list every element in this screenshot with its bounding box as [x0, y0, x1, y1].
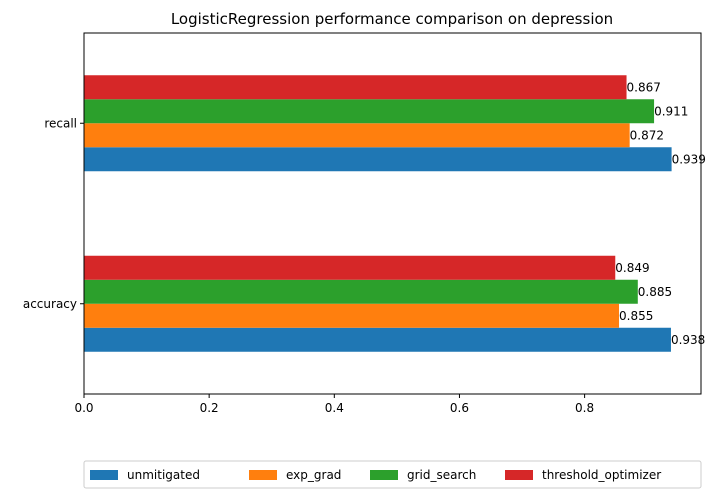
- x-tick-label-0.4: 0.4: [325, 401, 344, 415]
- x-tick-label-0.8: 0.8: [575, 401, 594, 415]
- legend-swatch-grid_search: [370, 470, 398, 480]
- data-label-unmitigated-accuracy: 0.938: [671, 333, 705, 347]
- y-tick-label-accuracy: accuracy: [23, 297, 77, 311]
- legend-swatch-unmitigated: [90, 470, 118, 480]
- y-axis: accuracy recall: [23, 116, 84, 311]
- bar-grid_search-accuracy: [84, 279, 638, 304]
- data-label-grid_search-accuracy: 0.885: [638, 285, 672, 299]
- legend-label-threshold_optimizer: threshold_optimizer: [542, 468, 661, 482]
- bar-unmitigated-recall: [84, 147, 672, 172]
- data-label-grid_search-recall: 0.911: [654, 104, 688, 118]
- legend: unmitigated exp_grad grid_search threshold_…: [83, 460, 702, 489]
- x-tick-label-0.2: 0.2: [200, 401, 219, 415]
- bar-grid_search-recall: [84, 99, 655, 124]
- bar-threshold_optimizer-accuracy: [84, 255, 616, 280]
- bar-unmitigated-accuracy: [84, 327, 671, 352]
- data-labels-group: 0.938 0.855 0.885 0.849 0.939 0.872 0.911 0.867: [615, 80, 706, 347]
- data-label-exp_grad-accuracy: 0.855: [619, 309, 653, 323]
- x-tick-label-0.0: 0.0: [74, 401, 93, 415]
- bars-group: [84, 75, 672, 352]
- legend-swatch-threshold_optimizer: [505, 470, 533, 480]
- bar-exp_grad-recall: [84, 123, 630, 148]
- chart-title: LogisticRegression performance compariso…: [171, 10, 613, 28]
- legend-swatch-exp_grad: [249, 470, 277, 480]
- data-label-threshold_optimizer-accuracy: 0.849: [615, 261, 649, 275]
- data-label-unmitigated-recall: 0.939: [672, 152, 706, 166]
- data-label-exp_grad-recall: 0.872: [630, 128, 664, 142]
- legend-label-exp_grad: exp_grad: [286, 468, 341, 482]
- bar-exp_grad-accuracy: [84, 303, 620, 328]
- legend-label-grid_search: grid_search: [407, 468, 476, 482]
- data-label-threshold_optimizer-recall: 0.867: [627, 80, 661, 94]
- plot-frame: [83, 32, 702, 395]
- x-axis: 0.0 0.2 0.4 0.6 0.8: [74, 394, 594, 415]
- y-tick-label-recall: recall: [44, 116, 77, 130]
- legend-label-unmitigated: unmitigated: [127, 468, 200, 482]
- bar-threshold_optimizer-recall: [84, 75, 627, 100]
- x-tick-label-0.6: 0.6: [450, 401, 469, 415]
